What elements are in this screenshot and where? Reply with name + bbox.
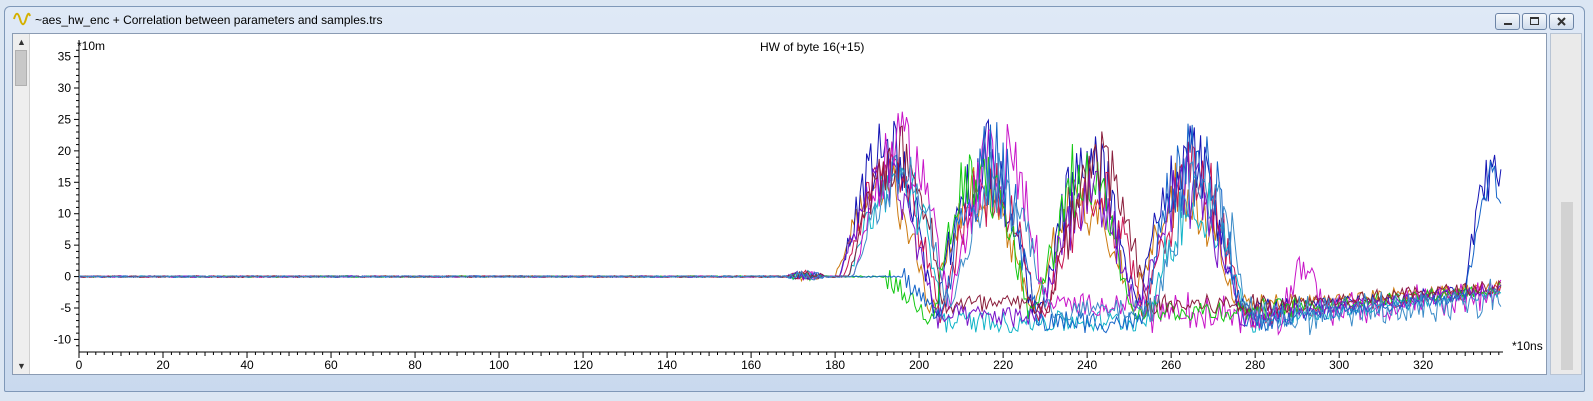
x-tick-label: 40 <box>240 358 254 372</box>
close-icon <box>1557 17 1566 26</box>
y-tick-label: -10 <box>54 332 72 346</box>
title-bar[interactable]: ~aes_hw_enc + Correlation between parame… <box>5 7 1584 33</box>
y-unit-label: *10m <box>77 39 106 53</box>
minimize-button[interactable] <box>1495 13 1520 30</box>
y-tick-label: 20 <box>58 144 72 158</box>
sine-wave-icon <box>13 12 31 26</box>
x-unit-label: *10ns <box>1512 339 1543 353</box>
y-tick-label: 0 <box>64 270 71 284</box>
trace-series-line <box>78 118 1502 322</box>
y-tick-label: 30 <box>58 81 72 95</box>
x-tick-label: 220 <box>993 358 1013 372</box>
x-tick-label: 80 <box>408 358 422 372</box>
y-tick-label: -5 <box>60 301 71 315</box>
x-tick-label: 120 <box>573 358 593 372</box>
close-button[interactable] <box>1549 13 1574 30</box>
x-tick-label: 240 <box>1077 358 1097 372</box>
trace-plot[interactable]: 0 20 40 60 80 100 120 140 160 180 200 220 240 260 280 3… <box>32 34 1546 374</box>
x-tick-label: 0 <box>76 358 83 372</box>
y-tick-label: 5 <box>64 238 71 252</box>
trace-series-line <box>78 111 1502 336</box>
x-tick-label: 60 <box>324 358 338 372</box>
x-tick-label: 140 <box>657 358 677 372</box>
scroll-up-icon[interactable]: ▲ <box>17 37 26 47</box>
x-tick-label: 300 <box>1329 358 1349 372</box>
maximize-icon <box>1530 17 1539 25</box>
x-tick-label: 200 <box>909 358 929 372</box>
y-tick-label: 35 <box>58 50 72 64</box>
app-window: ~aes_hw_enc + Correlation between parame… <box>4 6 1585 392</box>
side-scroll-thumb[interactable] <box>1561 202 1573 370</box>
vertical-scrollbar[interactable]: ▲ ▼ <box>13 34 30 374</box>
plot-title: HW of byte 16(+15) <box>760 40 865 54</box>
x-tick-label: 320 <box>1413 358 1433 372</box>
scroll-down-icon[interactable]: ▼ <box>17 361 26 371</box>
x-tick-label: 280 <box>1245 358 1265 372</box>
x-tick-label: 100 <box>489 358 509 372</box>
y-tick-label: 15 <box>58 175 72 189</box>
window-title: ~aes_hw_enc + Correlation between parame… <box>35 13 383 27</box>
x-tick-label: 20 <box>156 358 170 372</box>
scroll-thumb[interactable] <box>15 50 27 86</box>
minimize-icon <box>1504 23 1512 25</box>
x-tick-label: 160 <box>741 358 761 372</box>
trace-series-line <box>78 151 1502 336</box>
x-tick-label: 180 <box>825 358 845 372</box>
plot-panel: ▲ ▼ 0 20 40 60 80 100 120 140 160 180 200 220 240 260… <box>12 33 1547 375</box>
y-tick-label: 10 <box>58 207 72 221</box>
side-scroll-area[interactable] <box>1550 33 1582 375</box>
x-tick-label: 260 <box>1161 358 1181 372</box>
trace-series-line <box>79 125 1502 316</box>
y-tick-label: 25 <box>58 112 72 126</box>
chart-svg: 0 20 40 60 80 100 120 140 160 180 200 220 240 260 280 3… <box>54 40 1503 372</box>
maximize-button[interactable] <box>1522 13 1547 30</box>
